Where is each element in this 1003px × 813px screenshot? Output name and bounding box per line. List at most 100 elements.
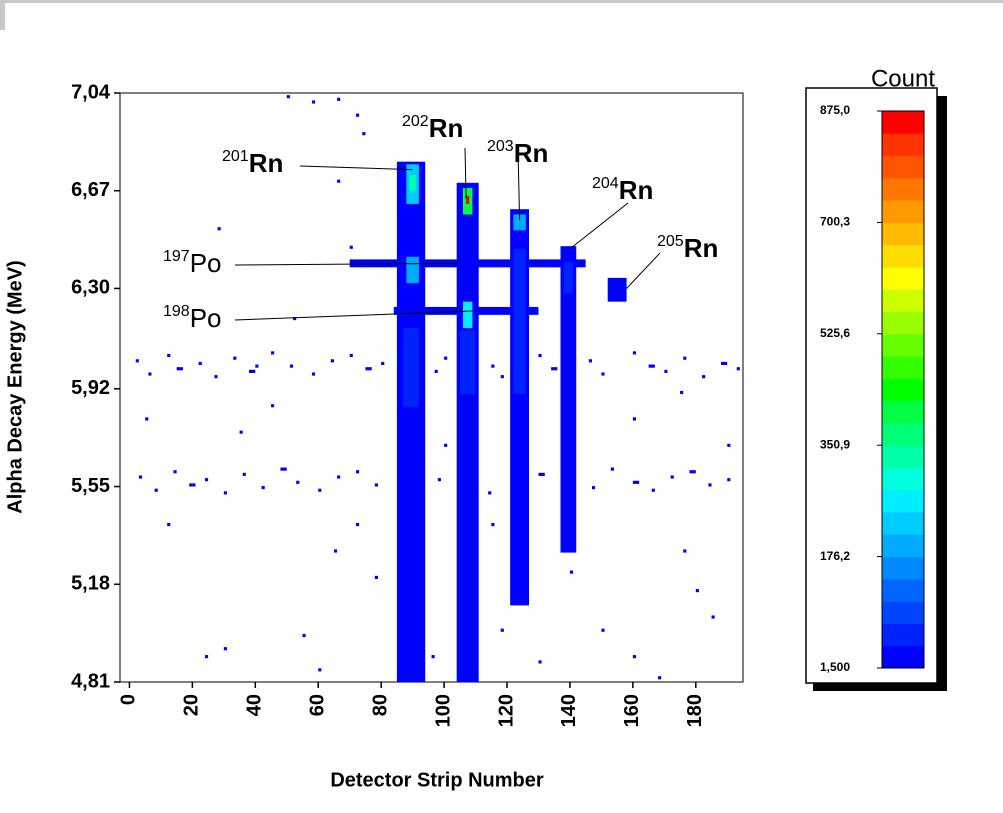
colorbar-swatch [882,155,924,179]
cell [349,353,353,358]
cell [365,367,372,371]
colorbar-swatch [882,534,924,558]
cell [648,364,655,368]
cell [192,316,196,321]
annotation-label: 205Rn [657,233,718,263]
colorbar-swatch [882,489,924,513]
cell [591,486,596,490]
cell [689,470,696,474]
x-tick-label: 140 [558,694,580,727]
cell [466,196,470,204]
cell [632,655,637,659]
cell [456,182,479,683]
colorbar: 1,500 176,2 350,9 525,6 700,3 875,0 [820,103,925,674]
colorbar-swatch [882,356,924,379]
cell [333,549,338,553]
annotation-label: 198Po [163,303,222,333]
colorbar-swatch [882,311,924,335]
window-edge [0,0,5,30]
cell [311,100,316,104]
y-axis-label: Alpha Decay Energy (MeV) [4,260,26,513]
x-axis-label: Detector Strip Number [330,769,544,791]
cell [610,467,614,471]
cell [145,417,149,421]
colorbar-swatch [882,445,924,468]
colorbar-swatch [882,601,924,624]
cell [381,361,385,366]
y-tick-label: 7,04 [71,81,111,103]
cell [632,351,637,355]
cell [176,367,183,371]
colorbar-tick-label: 176,2 [820,549,850,563]
cell [396,161,426,682]
x-tick-label: 160 [621,694,643,727]
colorbar-tick-label: 525,6 [820,326,850,340]
cell [271,351,275,355]
x-tick-label: 80 [369,694,391,716]
colorbar-tick-label: 1,500 [820,660,850,674]
annotation-label: 203Rn [487,138,548,168]
cell [491,522,495,527]
cell [349,259,586,268]
cell [330,359,334,363]
plot-frame [119,92,744,683]
cell [632,417,637,421]
cell [135,359,139,363]
colorbar-swatch [882,133,924,157]
cell [406,256,419,284]
annotation-label: 202Rn [402,113,463,143]
cell [651,488,655,492]
cell [271,404,275,408]
cell [727,443,731,447]
x-tick-label: 180 [684,694,706,727]
cell [204,655,209,659]
cell [736,367,740,371]
cell [513,248,526,395]
cell [462,301,473,329]
cell [223,491,227,495]
cell [720,361,728,366]
cell [711,615,715,619]
colorbar-swatch [882,289,924,313]
annotation-line [517,149,521,220]
annotation-mass: 197 [163,248,190,265]
cell [500,628,504,632]
cell [239,430,243,434]
colorbar-swatch [882,400,924,424]
cell [374,483,379,487]
cell [538,353,542,358]
cell [355,470,360,474]
colorbar-swatch [882,467,924,491]
cell [286,95,290,99]
cell [444,443,448,447]
colorbar-swatch [882,378,924,402]
cell [249,369,256,373]
cell [607,277,627,302]
annotation-line [626,252,661,289]
cell [355,113,360,117]
colorbar-tick-label: 350,9 [820,437,850,451]
cell [551,367,558,371]
annotation-element: Rn [684,233,719,263]
cell [337,475,341,479]
cell [560,246,577,553]
cell [280,467,287,471]
cell [538,472,545,476]
colorbar-tick-label: 875,0 [820,103,850,117]
cell [189,483,196,487]
cell [683,549,687,553]
cell [683,356,687,360]
annotation-mass: 204 [592,175,619,192]
cell [500,375,504,379]
annotation-line [234,262,460,266]
cell [318,488,322,492]
colorbar-frame [881,110,925,669]
x-tick-label: 60 [307,694,329,716]
cell [173,470,177,474]
cell [337,97,341,101]
cell [296,480,300,484]
colorbar-swatch [882,512,924,535]
cell [293,316,297,321]
colorbar-swatch [882,266,924,290]
